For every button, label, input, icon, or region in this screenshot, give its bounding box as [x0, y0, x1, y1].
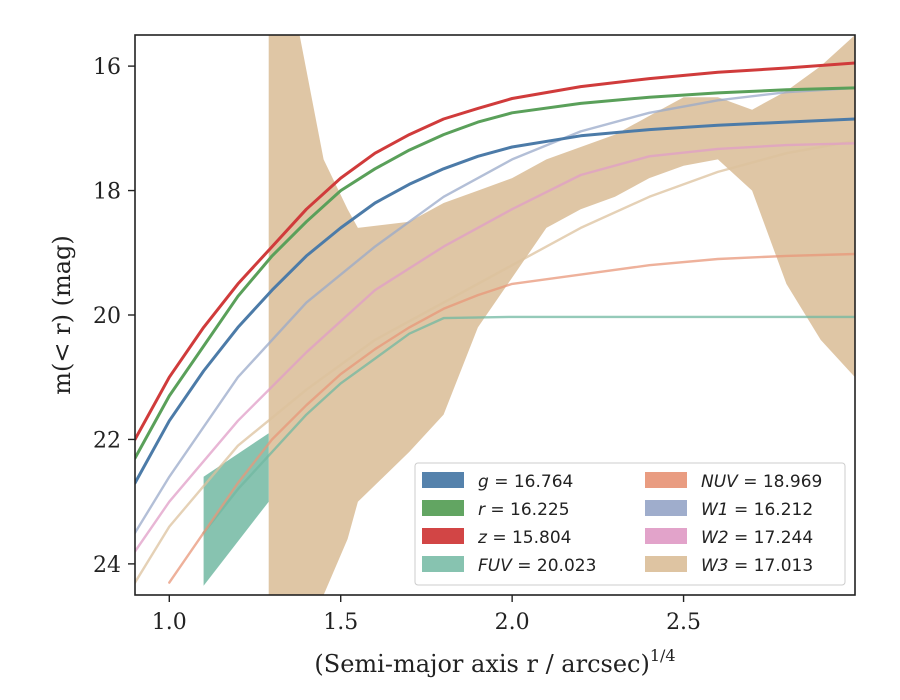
legend-label-r: r = 16.225: [478, 500, 570, 520]
legend-label-w2: W2 = 17.244: [701, 528, 813, 548]
y-axis-ticks: 16 18 20 22 24: [93, 55, 135, 578]
series-lines: [135, 61, 855, 584]
y-tick-label: 22: [93, 428, 121, 453]
legend-frame: [414, 462, 846, 586]
series-line-nuv: [168, 252, 855, 584]
legend-swatch-w1: [645, 500, 687, 516]
series-line-r: [135, 86, 855, 460]
legend-swatch-w3: [645, 556, 687, 572]
plot-area: [135, 35, 855, 595]
legend-swatch-fuv: [422, 556, 464, 572]
legend-label-g: g = 16.764: [478, 472, 573, 492]
legend-swatch-g: [422, 472, 464, 488]
series-line-w2: [135, 142, 855, 553]
legend-swatch-nuv: [645, 472, 687, 488]
legend-label-z: z = 15.804: [477, 528, 571, 548]
legend: g = 16.764 r = 16.225 z = 15.804 FUV = 20.0…: [414, 462, 846, 586]
series-line-w1: [135, 86, 855, 534]
x-axis-label: (Semi-major axis r / arcsec)1/4: [314, 646, 675, 678]
legend-label-nuv: NUV = 18.969: [701, 472, 822, 492]
legend-label-fuv: FUV = 20.023: [478, 556, 596, 576]
y-tick-label: 18: [93, 180, 121, 205]
x-tick-label: 1.0: [152, 610, 187, 635]
x-tick-label: 1.5: [323, 610, 358, 635]
legend-swatch-z: [422, 528, 464, 544]
series-line-z: [135, 61, 855, 441]
legend-label-w1: W1 = 16.212: [701, 500, 813, 520]
x-tick-label: 2.5: [666, 610, 701, 635]
series-line-fuv: [202, 315, 855, 534]
x-axis-label-main: (Semi-major axis r / arcsec): [314, 650, 649, 678]
legend-swatch-r: [422, 500, 464, 516]
y-tick-label: 16: [93, 55, 121, 80]
band-fuv: [203, 433, 269, 586]
y-axis-label: m(< r) (mag): [48, 235, 76, 394]
series-line-w3: [135, 139, 855, 584]
legend-swatch-w2: [645, 528, 687, 544]
legend-label-w3: W3 = 17.013: [701, 556, 813, 576]
x-tick-label: 2.0: [495, 610, 530, 635]
y-tick-label: 24: [93, 553, 121, 578]
x-axis-ticks: 1.0 1.5 2.0 2.5: [152, 595, 701, 635]
series-line-g: [135, 117, 855, 485]
y-tick-label: 20: [93, 304, 121, 329]
x-axis-label-exponent: 1/4: [650, 646, 676, 665]
